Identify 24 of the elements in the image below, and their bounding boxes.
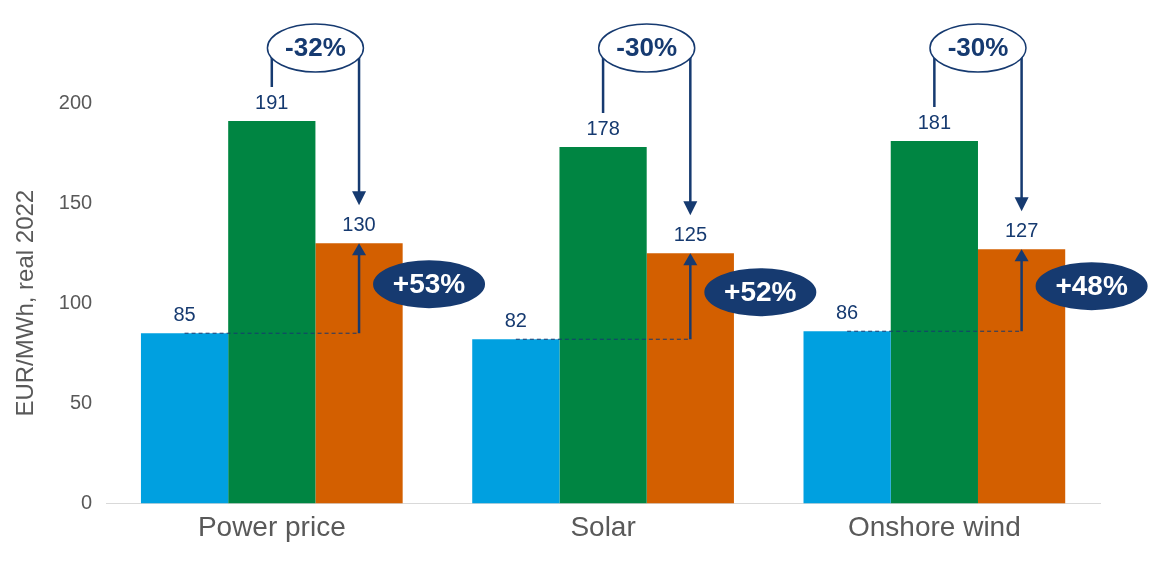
data-label: 127 [1004,218,1039,241]
data-label: 181 [917,110,952,133]
x-tick-label: Onshore wind [847,510,1021,542]
y-tick-label: 150 [58,190,93,213]
y-axis-title: EUR/MWh, real 2022 [11,189,39,417]
annotation: +52% [724,275,797,307]
annotation: +48% [1055,269,1128,301]
y-tick-label: 200 [58,90,93,113]
text: -32% [285,32,346,63]
annotation: +53% [392,267,466,299]
x-tick-label: Power price [197,510,346,542]
y-tick-label: 50 [69,390,93,413]
data-label: 86 [836,300,859,323]
y-tick-label: 0 [81,490,93,513]
data-label: 82 [504,308,527,331]
text: -30% [616,32,678,63]
data-label: 178 [586,116,620,139]
y-tick-label: 100 [58,290,93,313]
data-label: 125 [673,222,708,245]
x-tick-label: Solar [570,510,636,542]
data-label: 130 [342,212,376,235]
data-label: 191 [255,90,289,113]
data-label: 85 [173,302,196,325]
text: -30% [947,32,1009,63]
